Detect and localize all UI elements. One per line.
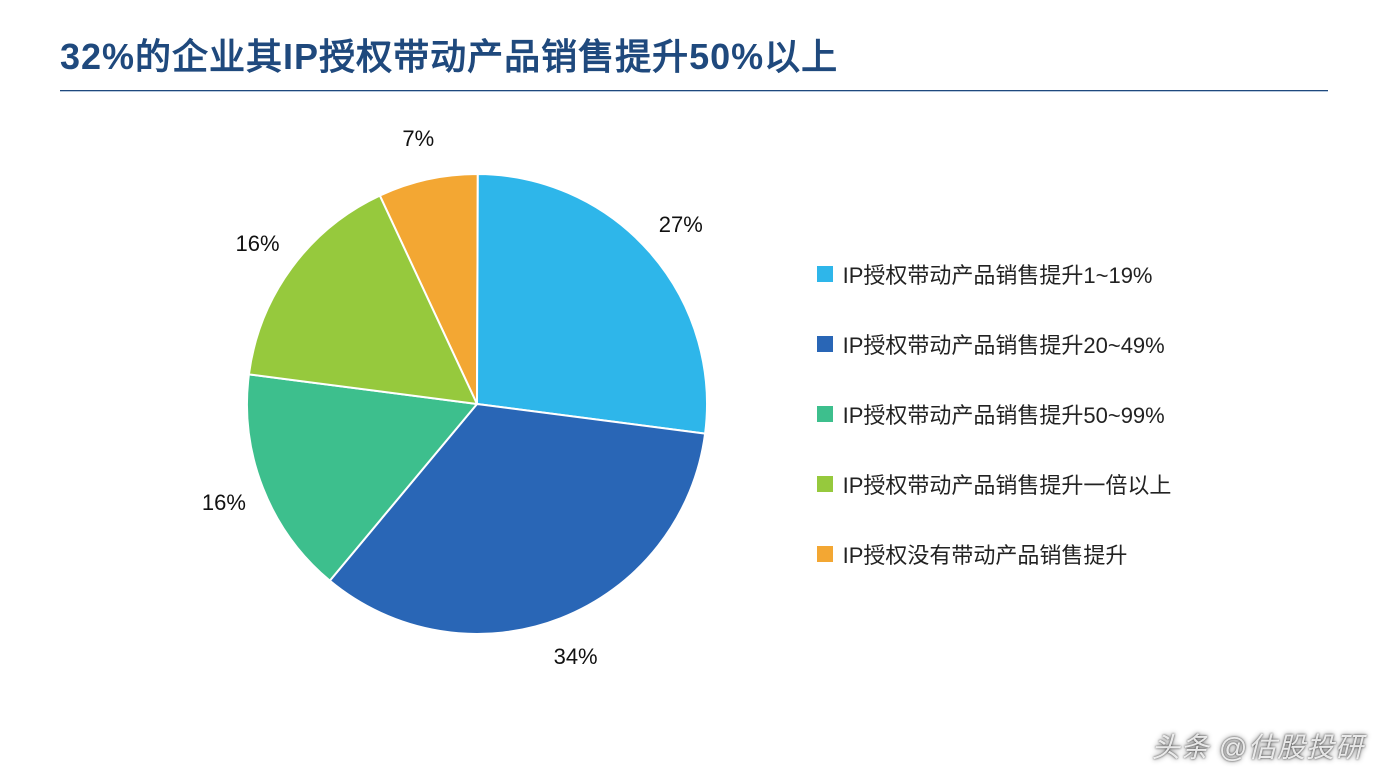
legend-label: IP授权带动产品销售提升50~99% [843,398,1165,430]
legend-swatch [817,546,833,562]
legend-item: IP授权带动产品销售提升一倍以上 [817,468,1172,500]
title-underline [60,90,1328,92]
legend-label: IP授权没有带动产品销售提升 [843,538,1128,570]
legend-swatch [817,336,833,352]
legend: IP授权带动产品销售提升1~19% IP授权带动产品销售提升20~49% IP授权带… [817,238,1172,570]
legend-item: IP授权带动产品销售提升1~19% [817,258,1172,290]
pie-chart: 7%27%34%16%16% [217,144,737,664]
legend-label: IP授权带动产品销售提升一倍以上 [843,468,1172,500]
legend-item: IP授权带动产品销售提升50~99% [817,398,1172,430]
legend-label: IP授权带动产品销售提升20~49% [843,328,1165,360]
pie-slice-label: 7% [402,126,434,152]
pie-slice-label: 27% [659,212,703,238]
page-title: 32%的企业其IP授权带动产品销售提升50%以上 [60,28,1328,80]
legend-swatch [817,476,833,492]
legend-item: IP授权没有带动产品销售提升 [817,538,1172,570]
legend-swatch [817,266,833,282]
title-area: 32%的企业其IP授权带动产品销售提升50%以上 [0,0,1388,104]
legend-item: IP授权带动产品销售提升20~49% [817,328,1172,360]
pie-slice-label: 34% [554,644,598,670]
content-row: 7%27%34%16%16% IP授权带动产品销售提升1~19%IP授权带动产品… [0,104,1388,664]
watermark: 头条 @估股投研 [1152,726,1364,766]
pie-slice-label: 16% [202,490,246,516]
legend-swatch [817,406,833,422]
legend-label: IP授权带动产品销售提升1~19% [843,258,1153,290]
pie-slice-label: 16% [236,231,280,257]
